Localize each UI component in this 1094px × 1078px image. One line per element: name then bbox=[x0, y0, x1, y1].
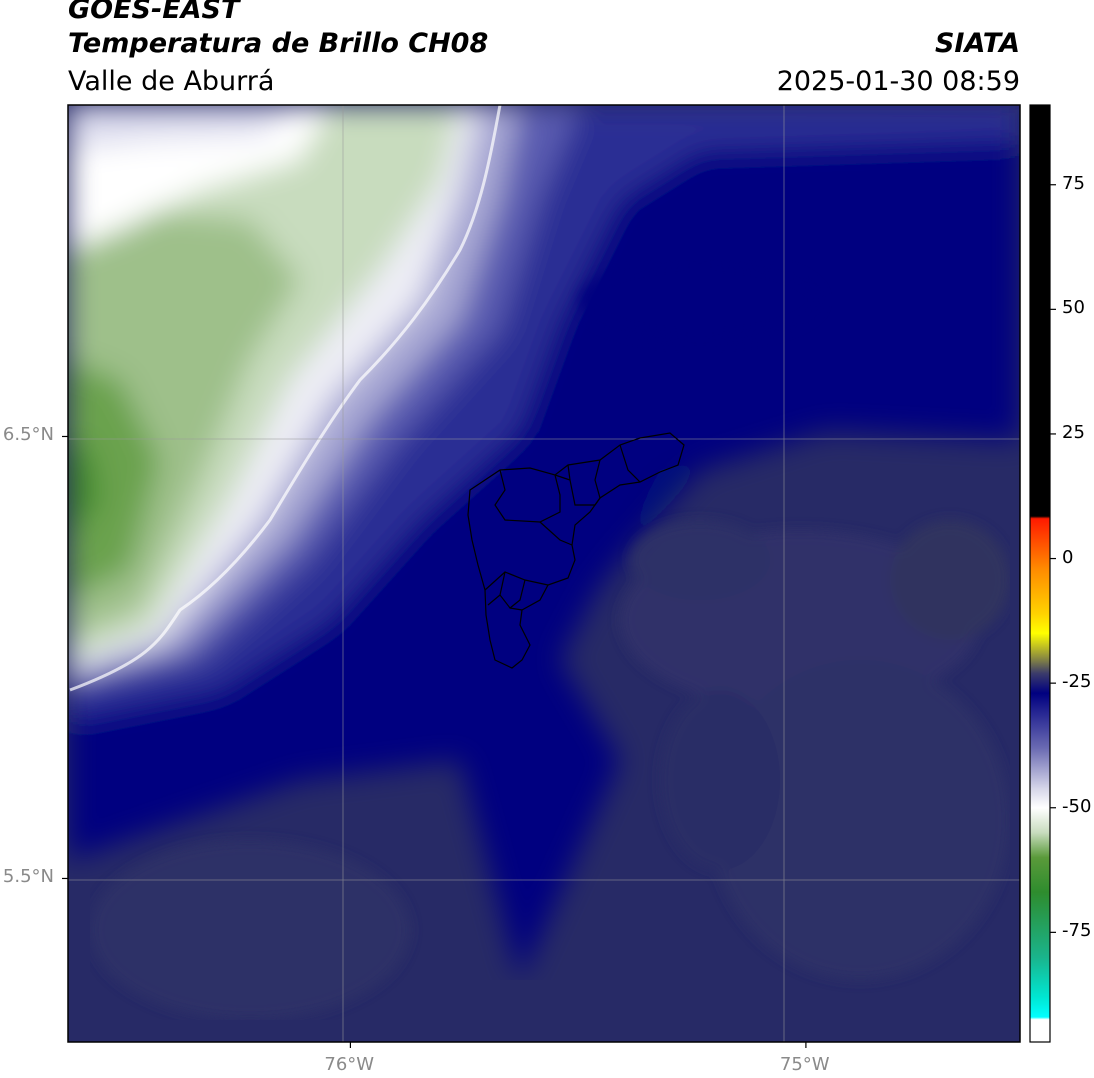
region-label: Valle de Aburrá bbox=[68, 66, 275, 97]
lon-tick-label: 76°W bbox=[324, 1054, 375, 1075]
lat-tick-label: 6.5°N bbox=[2, 424, 54, 446]
lon-tick-label: 75°W bbox=[779, 1054, 830, 1075]
brightness-temperature-field bbox=[68, 105, 1020, 1042]
colorbar-tick-label: 50 bbox=[1062, 297, 1085, 319]
gridlines bbox=[68, 105, 1020, 1042]
colorbar-tick-label: 25 bbox=[1062, 421, 1085, 443]
axis-ticks bbox=[62, 435, 807, 1048]
colorbar-frame bbox=[1029, 104, 1051, 1043]
colorbar-fill bbox=[1030, 105, 1050, 1042]
colorbar-tick-label: -25 bbox=[1062, 671, 1092, 693]
channel-title: Temperatura de Brillo CH08 bbox=[68, 28, 489, 59]
product-title: GOES-EAST bbox=[68, 0, 240, 25]
aburra-valley-municipal-boundaries bbox=[467, 432, 685, 669]
lat-tick-label: 5.5°N bbox=[2, 866, 54, 888]
land-water-edge bbox=[69, 105, 502, 692]
colorbar-tick-label: 75 bbox=[1062, 172, 1085, 194]
colorbar-tick-label: -75 bbox=[1062, 920, 1092, 942]
map-frame bbox=[67, 104, 1021, 1043]
organization-label: SIATA bbox=[934, 28, 1020, 59]
colorbar-tick-label: -50 bbox=[1062, 795, 1092, 817]
colorbar-tick-label: 0 bbox=[1062, 546, 1074, 568]
colorbar bbox=[1029, 104, 1056, 1043]
timestamp-label: 2025-01-30 08:59 bbox=[776, 66, 1020, 97]
